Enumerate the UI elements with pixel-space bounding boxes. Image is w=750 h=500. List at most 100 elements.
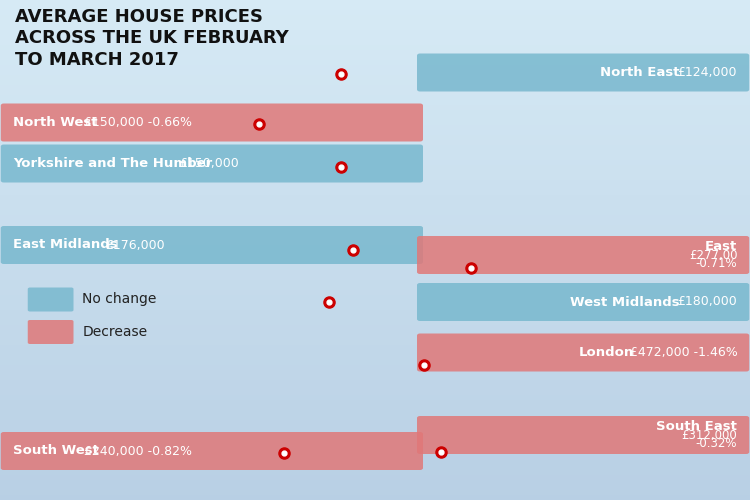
Bar <box>0 310 750 315</box>
Bar <box>0 495 750 500</box>
Bar <box>0 390 750 395</box>
Bar <box>0 260 750 265</box>
Bar <box>0 15 750 20</box>
FancyBboxPatch shape <box>417 283 749 321</box>
Bar <box>0 110 750 115</box>
Bar <box>0 445 750 450</box>
Bar <box>0 200 750 205</box>
Bar <box>0 295 750 300</box>
Text: £150,000: £150,000 <box>180 157 239 170</box>
Bar <box>0 400 750 405</box>
Bar <box>0 425 750 430</box>
Bar <box>0 315 750 320</box>
Text: East: East <box>705 240 737 252</box>
Text: North West: North West <box>13 116 98 129</box>
Bar <box>0 470 750 475</box>
Bar <box>0 170 750 175</box>
Text: Yorkshire and The Humber: Yorkshire and The Humber <box>13 157 212 170</box>
Bar <box>0 430 750 435</box>
Bar <box>0 20 750 25</box>
Bar <box>0 280 750 285</box>
Bar <box>0 130 750 135</box>
FancyBboxPatch shape <box>417 334 749 372</box>
Bar <box>0 460 750 465</box>
Bar <box>0 50 750 55</box>
Text: £124,000: £124,000 <box>678 66 737 79</box>
Bar <box>0 355 750 360</box>
Bar <box>0 195 750 200</box>
Bar <box>0 120 750 125</box>
Bar <box>0 105 750 110</box>
Bar <box>0 185 750 190</box>
Bar <box>0 350 750 355</box>
Text: £176,000: £176,000 <box>105 238 164 252</box>
Bar <box>0 415 750 420</box>
Bar <box>0 455 750 460</box>
Bar <box>0 410 750 415</box>
Bar <box>0 140 750 145</box>
Text: £472,000 -1.46%: £472,000 -1.46% <box>629 346 737 359</box>
Text: -0.32%: -0.32% <box>696 437 737 450</box>
Text: AVERAGE HOUSE PRICES
ACROSS THE UK FEBRUARY
TO MARCH 2017: AVERAGE HOUSE PRICES ACROSS THE UK FEBRU… <box>15 8 289 70</box>
Text: South West: South West <box>13 444 99 458</box>
FancyBboxPatch shape <box>1 104 423 142</box>
Bar <box>0 65 750 70</box>
Bar <box>0 395 750 400</box>
Bar <box>0 345 750 350</box>
Bar <box>0 270 750 275</box>
Text: South East: South East <box>656 420 737 432</box>
Bar <box>0 235 750 240</box>
Bar <box>0 465 750 470</box>
Bar <box>0 180 750 185</box>
Bar <box>0 5 750 10</box>
FancyBboxPatch shape <box>28 288 74 312</box>
Bar <box>0 220 750 225</box>
Bar <box>0 135 750 140</box>
Bar <box>0 385 750 390</box>
Text: £180,000: £180,000 <box>677 296 737 308</box>
Bar <box>0 190 750 195</box>
Bar <box>0 285 750 290</box>
Bar <box>0 475 750 480</box>
Bar <box>0 165 750 170</box>
Bar <box>0 305 750 310</box>
FancyBboxPatch shape <box>417 416 749 454</box>
Text: West Midlands: West Midlands <box>570 296 680 308</box>
Bar <box>0 90 750 95</box>
Bar <box>0 245 750 250</box>
Bar <box>0 300 750 305</box>
Bar <box>0 320 750 325</box>
Bar <box>0 420 750 425</box>
Bar <box>0 335 750 340</box>
Bar <box>0 215 750 220</box>
Bar <box>0 70 750 75</box>
Bar <box>0 365 750 370</box>
FancyBboxPatch shape <box>417 236 749 274</box>
Bar <box>0 485 750 490</box>
Bar <box>0 490 750 495</box>
Bar <box>0 160 750 165</box>
Text: £277,00: £277,00 <box>688 248 737 262</box>
Bar <box>0 330 750 335</box>
Bar <box>0 100 750 105</box>
FancyBboxPatch shape <box>28 320 74 344</box>
Bar <box>0 450 750 455</box>
Bar <box>0 150 750 155</box>
Text: North East: North East <box>600 66 680 79</box>
Bar <box>0 255 750 260</box>
Bar <box>0 60 750 65</box>
FancyBboxPatch shape <box>1 144 423 182</box>
Bar <box>0 375 750 380</box>
Bar <box>0 30 750 35</box>
Bar <box>0 325 750 330</box>
Bar <box>0 125 750 130</box>
Bar <box>0 0 750 5</box>
Text: -0.71%: -0.71% <box>696 257 737 270</box>
Bar <box>0 360 750 365</box>
Bar <box>0 265 750 270</box>
Bar <box>0 405 750 410</box>
Text: £150,000 -0.66%: £150,000 -0.66% <box>85 116 193 129</box>
Bar <box>0 45 750 50</box>
Bar <box>0 155 750 160</box>
Bar <box>0 205 750 210</box>
